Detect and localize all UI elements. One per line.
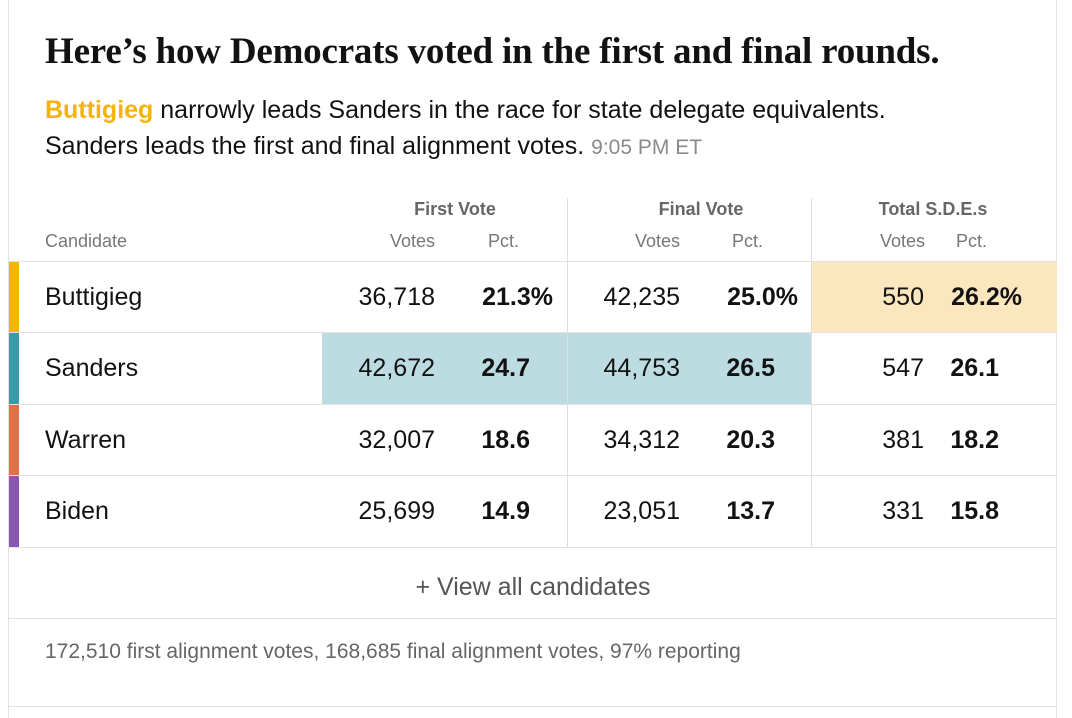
timestamp: 9:05 PM ET (591, 136, 703, 159)
candidate-color-bar (9, 262, 19, 333)
sde-pct-header: Pct. (955, 231, 987, 251)
column-divider (811, 198, 812, 547)
sde-votes: 547 (882, 354, 924, 382)
final-votes-header: Votes (634, 231, 680, 251)
divider (9, 706, 1057, 707)
final-votes: 34,312 (603, 426, 680, 454)
first-votes: 25,699 (358, 497, 435, 525)
table-row: Buttigieg 36,718 21.3% 42,235 25.0% 550 … (9, 262, 1057, 333)
divider (9, 332, 1057, 333)
first-pct: 18.6 (481, 426, 530, 454)
candidate-color-bar (9, 333, 19, 404)
sde-pct: 18.2 (950, 426, 999, 454)
final-votes: 44,753 (603, 354, 680, 382)
summary: Buttigieg narrowly leads Sanders in the … (45, 92, 1035, 166)
first-votes: 32,007 (358, 426, 435, 454)
final-votes: 42,235 (603, 283, 680, 311)
candidate-column-header: Candidate (45, 231, 128, 251)
first-pct: 24.7 (481, 354, 530, 382)
summary-line2: Sanders leads the first and final alignm… (45, 132, 585, 160)
final-pct: 25.0% (727, 283, 798, 311)
sde-votes: 381 (882, 426, 924, 454)
view-all-candidates-button[interactable]: + View all candidates (415, 573, 651, 601)
divider (9, 261, 1057, 262)
final-pct: 20.3 (726, 426, 775, 454)
sde-pct: 26.2% (951, 283, 1022, 311)
first-votes-header: Votes (389, 231, 435, 251)
first-pct: 21.3% (482, 283, 553, 311)
leader-name: Buttigieg (45, 96, 154, 124)
candidate-name: Warren (45, 426, 127, 454)
group-header-final-vote: Final Vote (658, 199, 744, 219)
divider (9, 404, 1057, 405)
candidate-color-bar (9, 476, 19, 547)
column-divider (567, 198, 568, 547)
leader-highlight (812, 262, 1057, 333)
final-votes: 23,051 (603, 497, 680, 525)
table-row: Sanders 42,672 24.7 44,753 26.5 547 26.1 (9, 333, 1057, 404)
final-pct: 26.5 (726, 354, 775, 382)
group-header-total-sdes: Total S.D.E.s (878, 199, 988, 219)
table-row: Biden 25,699 14.9 23,051 13.7 331 15.8 (9, 476, 1057, 547)
summary-line1-rest: narrowly leads Sanders in the race for s… (153, 96, 886, 124)
final-pct: 13.7 (726, 497, 775, 525)
candidate-name: Buttigieg (45, 283, 143, 311)
sde-votes-header: Votes (879, 231, 925, 251)
divider (9, 547, 1057, 548)
headline: Here’s how Democrats voted in the first … (45, 31, 940, 72)
first-pct-header: Pct. (487, 231, 519, 251)
divider (9, 618, 1057, 619)
first-pct: 14.9 (481, 497, 530, 525)
sde-pct: 26.1 (950, 354, 999, 382)
sde-votes: 331 (882, 497, 924, 525)
reporting-footnote: 172,510 first alignment votes, 168,685 f… (45, 640, 741, 663)
first-votes: 42,672 (358, 354, 435, 382)
candidate-color-bar (9, 405, 19, 476)
candidate-name: Biden (45, 497, 109, 525)
group-header-first-vote: First Vote (414, 199, 496, 219)
sde-pct: 15.8 (950, 497, 999, 525)
divider (9, 475, 1057, 476)
candidate-name: Sanders (45, 354, 139, 382)
sde-votes: 550 (882, 283, 924, 311)
first-votes: 36,718 (358, 283, 435, 311)
table-row: Warren 32,007 18.6 34,312 20.3 381 18.2 (9, 405, 1057, 476)
results-card: Here’s how Democrats voted in the first … (8, 0, 1057, 718)
final-pct-header: Pct. (731, 231, 763, 251)
